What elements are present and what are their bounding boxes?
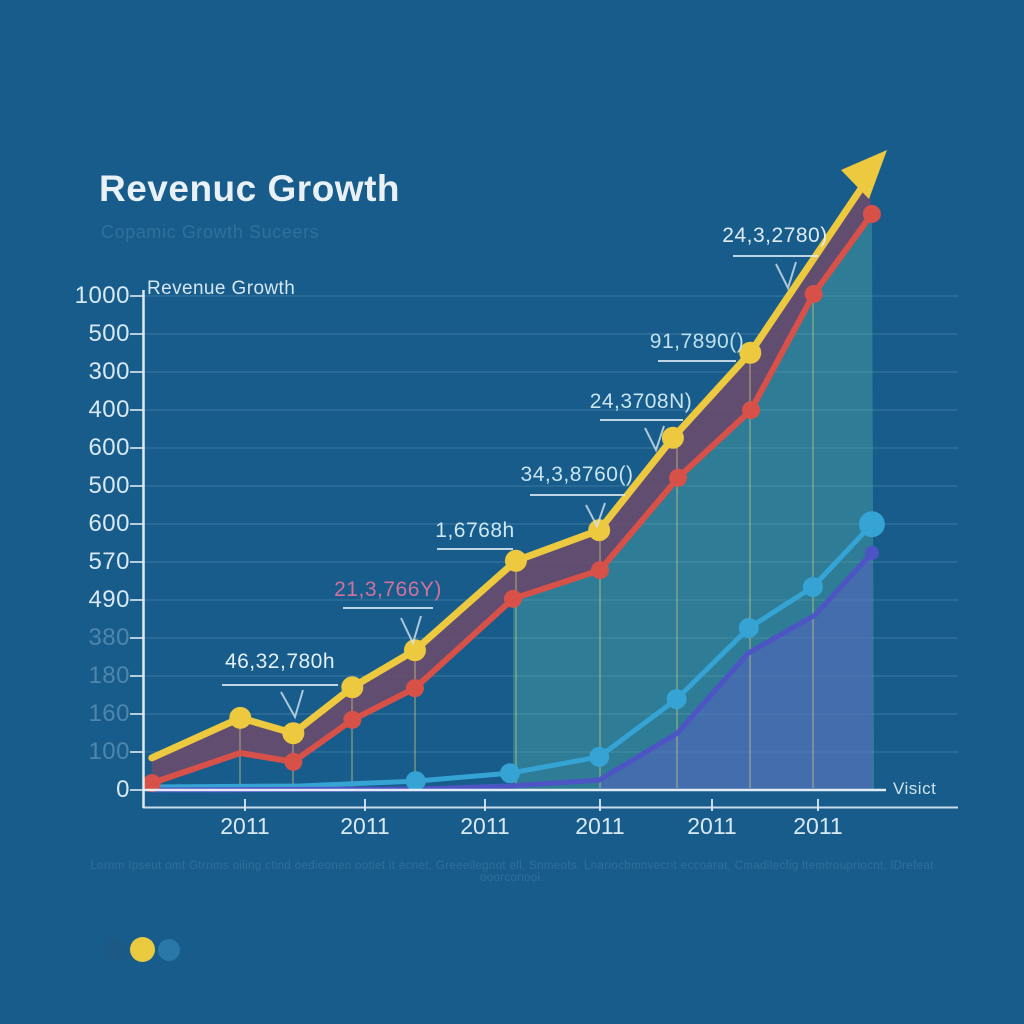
y-tick-label: 400 (88, 396, 130, 423)
series-markers (142, 204, 885, 793)
x-tick-label: 2011 (220, 813, 270, 839)
y-tick-label: 300 (88, 358, 130, 385)
y-tick-label: 180 (88, 662, 130, 689)
data-annotation: 46,32,780h (224, 650, 336, 673)
x-tick-label: 2011 (460, 813, 510, 839)
x-tick-label: 2011 (793, 813, 843, 839)
page-subtitle: Copamic Growth Suceers (101, 222, 320, 242)
data-annotation: 91,7890() (649, 330, 745, 353)
y-tick-label: 380 (88, 624, 130, 651)
data-annotation: 24,3708N) (589, 390, 693, 413)
trend-arrowhead-icon (841, 150, 887, 199)
pagination-dot-1[interactable] (104, 939, 126, 961)
data-annotation: 1,6768h (435, 519, 515, 542)
v-arrow-marks (280, 261, 797, 720)
data-annotation: 34,3,8760() (520, 463, 634, 486)
annotation-marks (222, 150, 887, 720)
y-tick-label: 160 (88, 700, 130, 727)
x-tick-label: 2011 (575, 813, 625, 839)
y-tick-label: 1000 (74, 282, 130, 309)
pagination-dot-3[interactable] (158, 939, 180, 961)
data-annotation: 24,3,2780) (722, 224, 828, 247)
chart-title: Revenue Growth (147, 278, 296, 299)
x-tick-label: 2011 (340, 813, 390, 839)
y-tick-label: 490 (88, 586, 130, 613)
page-title: Revenuc Growth (99, 168, 400, 209)
axes (130, 290, 958, 811)
y-tick-label: 600 (88, 510, 130, 537)
x-tick-label: 2011 (687, 813, 737, 839)
axis-right-label: Visict (893, 779, 937, 798)
y-tick-label: 500 (88, 472, 130, 499)
data-annotation: 21,3,766Y) (334, 578, 442, 601)
area-fills (151, 177, 875, 790)
footer-caption: Lornm Ipseut omt Gtrrims oiling ctind oe… (90, 860, 934, 884)
pagination-dot-2[interactable] (130, 937, 155, 962)
y-tick-label: 100 (88, 738, 130, 765)
y-tick-label: 570 (88, 548, 130, 575)
y-tick-label: 500 (88, 320, 130, 347)
y-tick-label: 600 (88, 434, 130, 461)
y-tick-label: 0 (116, 776, 130, 803)
